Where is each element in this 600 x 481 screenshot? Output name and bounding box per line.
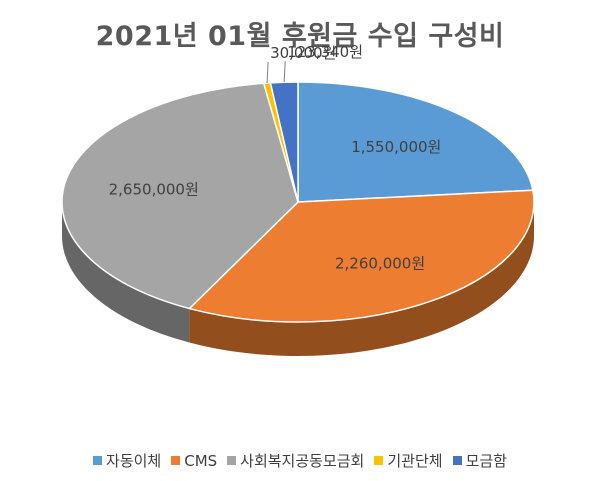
pie-slice-1 xyxy=(187,189,535,323)
legend-item-1: CMS xyxy=(171,452,217,470)
pie-slice-0 xyxy=(297,81,534,203)
legend-item-3: 기관단체 xyxy=(374,450,443,471)
legend-item-0: 자동이체 xyxy=(93,450,161,471)
legend-swatch-1 xyxy=(171,456,181,465)
data-label-4: 123,340원 xyxy=(287,43,363,61)
data-label-3: 30,000원 xyxy=(270,44,336,62)
leader-line-3 xyxy=(266,62,269,84)
chart-legend: 자동이체 CMS 사회복지공동모금회 기관단체 모금함 xyxy=(0,450,600,471)
pie-sides xyxy=(62,202,535,356)
chart-title: 2021년 01월 후원금 수입 구성비 xyxy=(95,21,505,52)
legend-swatch-3 xyxy=(374,456,384,465)
legend-swatch-2 xyxy=(227,456,237,465)
data-label-1: 2,260,000원 xyxy=(335,255,425,273)
legend-item-4: 모금함 xyxy=(452,450,507,471)
legend-swatch-4 xyxy=(452,456,462,465)
data-label-0: 1,550,000원 xyxy=(351,138,441,156)
legend-label-3: 기관단체 xyxy=(387,452,443,470)
legend-label-2: 사회복지공동모금회 xyxy=(240,452,365,470)
pie-tops xyxy=(61,81,535,323)
pie-labels: 1,550,000원 2,260,000원 2,650,000원 30,000원123… xyxy=(109,43,442,272)
pie-slice-2 xyxy=(61,82,299,310)
pie-slice-4 xyxy=(269,81,299,203)
pie-side-2 xyxy=(62,202,190,343)
legend-item-2: 사회복지공동모금회 xyxy=(227,450,364,471)
pie-side-1 xyxy=(189,202,535,356)
legend-swatch-0 xyxy=(93,456,103,465)
data-label-2: 2,650,000원 xyxy=(109,181,199,199)
legend-label-1: CMS xyxy=(184,451,218,470)
leader-line-4 xyxy=(283,61,286,83)
legend-label-4: 모금함 xyxy=(465,452,507,470)
legend-label-0: 자동이체 xyxy=(106,452,162,470)
